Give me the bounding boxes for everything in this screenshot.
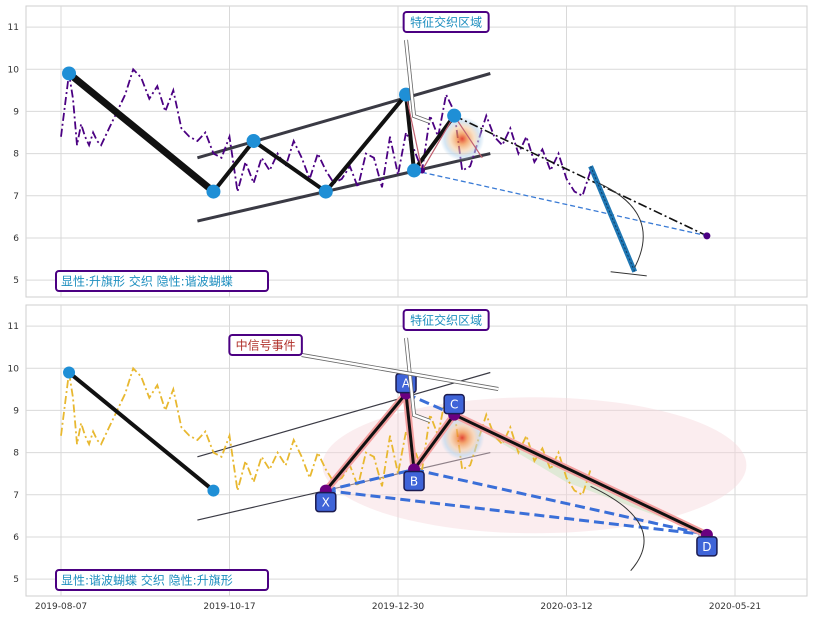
- y-tick-label: 6: [13, 234, 19, 244]
- y-tick-label: 5: [13, 575, 19, 585]
- curved-arrow: [590, 485, 645, 572]
- pattern-point: [447, 108, 462, 123]
- callout-label: 特征交织区域: [410, 15, 482, 30]
- projection-dashed-line: [413, 169, 708, 237]
- callout-label-box: [402, 11, 490, 33]
- pattern-point: [62, 66, 77, 81]
- point-label: X: [322, 496, 330, 510]
- point-label: A: [402, 377, 411, 391]
- y-tick-label: 7: [13, 491, 19, 501]
- y-tick-label: 7: [13, 192, 19, 202]
- pattern-point: [318, 184, 333, 199]
- point-label: C: [450, 398, 458, 412]
- y-tick-label: 5: [13, 276, 19, 286]
- signal-label: 中信号事件: [236, 338, 296, 353]
- y-tick-label: 9: [13, 406, 19, 416]
- channel-upper-line: [197, 371, 491, 458]
- flag-end-point: [207, 484, 220, 497]
- x-tick-label: 2020-05-21: [709, 602, 761, 612]
- harmonic-hint-line: [405, 94, 483, 173]
- y-tick-label: 10: [8, 65, 20, 75]
- y-tick-label: 11: [8, 23, 19, 33]
- legend-box: [55, 270, 269, 292]
- target-arrow-core: [590, 166, 636, 272]
- y-tick-label: 10: [8, 364, 20, 374]
- legend-label: 显性:谐波蝴蝶 交织 隐性:升旗形: [61, 573, 233, 588]
- y-tick-label: 9: [13, 107, 19, 117]
- pattern-point: [206, 184, 221, 199]
- channel-upper-line: [196, 72, 491, 160]
- plot-area: [25, 304, 808, 597]
- point-label-box: [315, 491, 337, 513]
- pattern-point: [246, 133, 261, 148]
- point-label: D: [702, 540, 711, 554]
- harmonic-connector: [325, 468, 415, 493]
- point-label: B: [410, 474, 418, 488]
- callout-arrow: [404, 337, 431, 423]
- x-tick-label: 2019-08-07: [35, 602, 87, 612]
- flag-start-point: [63, 366, 76, 379]
- point-label-box: [403, 470, 425, 492]
- target-point: [703, 232, 711, 240]
- plot-area: [25, 5, 808, 298]
- signal-arrow: [301, 353, 499, 391]
- harmonic-connector: [413, 468, 708, 537]
- projection-dashdot-line: [453, 114, 708, 237]
- pattern-point: [407, 163, 422, 178]
- target-arrow-cap: [610, 271, 647, 277]
- y-tick-label: 6: [13, 533, 19, 543]
- point-label-box: [443, 393, 465, 415]
- y-tick-label: 8: [13, 150, 19, 160]
- signal-label-box: [228, 334, 303, 356]
- callout-label-box: [402, 309, 490, 331]
- point-label-box: [696, 536, 718, 557]
- x-tick-label: 2020-03-12: [540, 602, 592, 612]
- flagpole-leg: [67, 370, 215, 493]
- callout-label: 特征交织区域: [410, 313, 482, 328]
- channel-lower-line: [197, 152, 491, 223]
- x-tick-label: 2019-10-17: [203, 602, 255, 612]
- callout-arrow: [404, 39, 431, 124]
- legend-label: 显性:升旗形 交织 隐性:谐波蝴蝶: [61, 274, 233, 289]
- curved-arrow: [598, 182, 644, 268]
- x-tick-label: 2019-12-30: [372, 602, 425, 612]
- y-tick-label: 11: [8, 322, 19, 332]
- y-tick-label: 8: [13, 449, 19, 459]
- flagpole-leg: [65, 70, 217, 196]
- intersection-ellipse: [322, 397, 747, 534]
- legend-box: [55, 569, 269, 591]
- price-line: [60, 67, 592, 198]
- hotspot-marker: [440, 116, 485, 161]
- harmonic-connector: [325, 489, 708, 537]
